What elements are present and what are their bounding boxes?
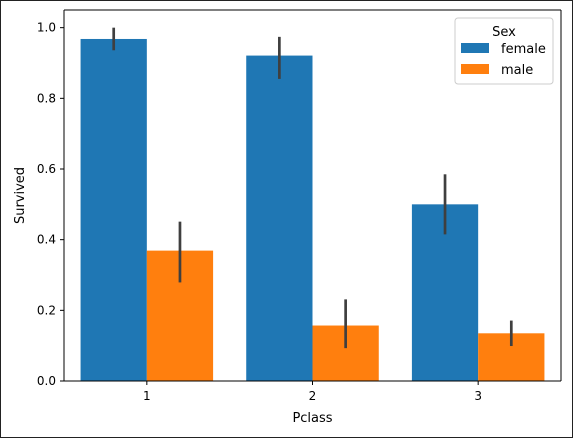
y-tick-label: 0.0	[37, 374, 56, 388]
legend-title: Sex	[492, 25, 516, 40]
x-axis-label: Pclass	[292, 411, 332, 426]
y-axis-label: Survived	[13, 167, 28, 224]
legend-label-female: female	[501, 42, 546, 57]
error-bars-layer	[112, 27, 513, 349]
y-tick-label: 0.6	[37, 162, 56, 176]
y-tick-label: 0.4	[37, 233, 56, 247]
bar-female-2	[246, 55, 313, 382]
legend-label-male: male	[501, 63, 533, 78]
legend-entries: female male	[461, 42, 546, 78]
legend-swatch-female	[461, 43, 489, 53]
x-tick-label: 3	[474, 389, 482, 403]
ticks-layer: 0.0 0.2 0.4 0.6 0.8 1.0 1 2 3	[37, 21, 482, 403]
legend: Sex female male	[454, 17, 554, 85]
y-tick-label: 0.8	[37, 91, 56, 105]
y-tick-label: 1.0	[37, 21, 56, 35]
x-tick-label: 2	[309, 389, 317, 403]
x-tick-label: 1	[143, 389, 151, 403]
legend-swatch-male	[461, 64, 489, 74]
bar-female-1	[80, 38, 147, 382]
y-tick-label: 0.2	[37, 303, 56, 317]
